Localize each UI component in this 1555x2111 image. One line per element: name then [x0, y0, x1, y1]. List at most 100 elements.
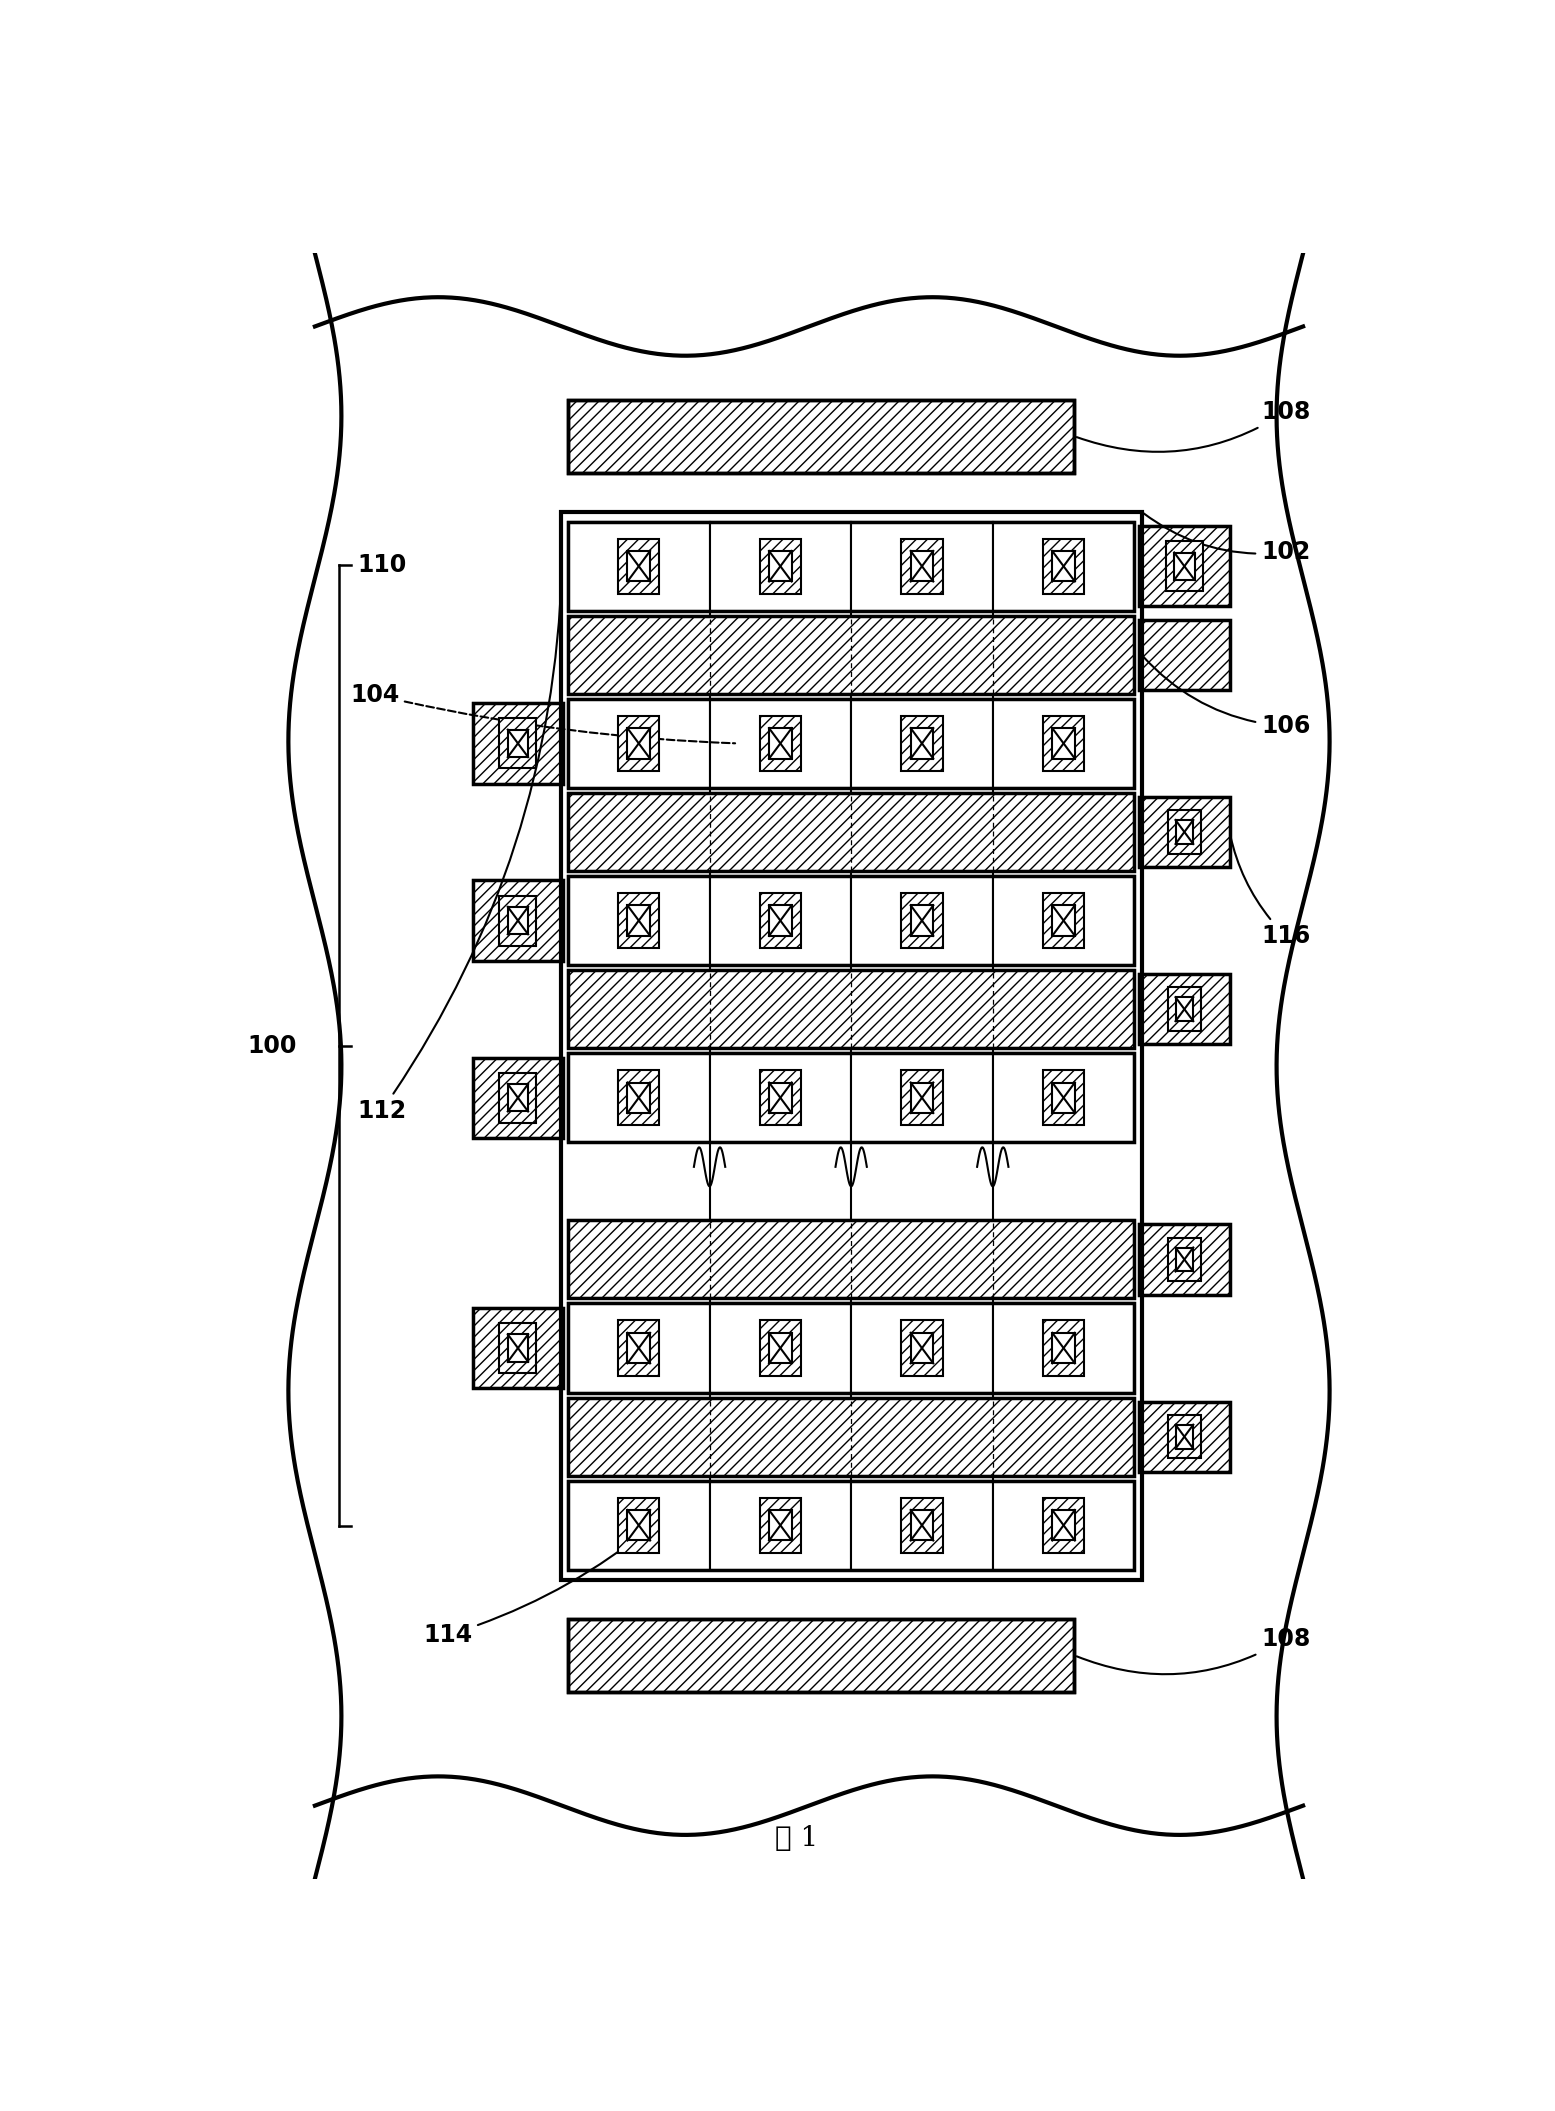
Bar	[902, 893, 942, 948]
Bar	[568, 876, 1134, 965]
Bar	[568, 876, 1134, 965]
Bar	[709, 1480, 851, 1571]
Bar	[499, 895, 536, 946]
Bar	[628, 551, 650, 581]
Text: 108: 108	[1076, 399, 1311, 452]
Bar	[619, 538, 659, 593]
Bar	[911, 1083, 933, 1112]
Bar	[760, 1497, 801, 1554]
Bar	[568, 1397, 1134, 1476]
Bar	[851, 1302, 992, 1393]
Bar	[1140, 621, 1230, 690]
Bar	[619, 893, 659, 948]
Bar	[1053, 906, 1075, 935]
Bar	[568, 971, 1134, 1049]
Text: 110: 110	[358, 553, 406, 576]
Bar	[1168, 1414, 1200, 1459]
Bar	[568, 1480, 1134, 1571]
Bar	[1053, 1083, 1075, 1112]
Bar	[473, 703, 563, 783]
Bar	[1140, 1224, 1230, 1294]
Bar	[568, 1302, 1134, 1393]
Bar	[1168, 988, 1200, 1030]
Bar	[473, 880, 563, 961]
Bar	[1174, 553, 1194, 581]
Bar	[619, 716, 659, 771]
Bar	[473, 1058, 563, 1138]
Text: 图 1: 图 1	[776, 1824, 818, 1851]
Bar	[508, 1334, 529, 1362]
Bar	[1053, 551, 1075, 581]
Bar	[1043, 1070, 1084, 1125]
Bar	[568, 399, 1075, 473]
Bar	[568, 521, 1134, 610]
Bar	[628, 1332, 650, 1364]
Bar	[568, 399, 1075, 473]
Bar	[1176, 819, 1193, 844]
Bar	[568, 699, 709, 787]
Bar	[628, 1509, 650, 1541]
Bar	[1140, 526, 1230, 606]
Bar	[760, 538, 801, 593]
Text: 112: 112	[358, 570, 561, 1123]
Bar	[770, 551, 791, 581]
Bar	[709, 1302, 851, 1393]
Bar	[568, 1053, 1134, 1142]
Text: 106: 106	[1143, 657, 1311, 739]
Bar	[473, 703, 563, 783]
Bar	[568, 794, 1134, 872]
Text: 100: 100	[247, 1034, 297, 1058]
Bar	[760, 1070, 801, 1125]
Text: 102: 102	[1144, 513, 1311, 564]
Bar	[992, 876, 1135, 965]
Bar	[911, 551, 933, 581]
Bar	[568, 699, 1134, 787]
Bar	[709, 1053, 851, 1142]
Bar	[473, 1309, 563, 1389]
Bar	[902, 538, 942, 593]
Bar	[568, 971, 1134, 1049]
Bar	[1176, 996, 1193, 1022]
Bar	[709, 521, 851, 610]
Bar	[1043, 1497, 1084, 1554]
Bar	[902, 1319, 942, 1376]
Bar	[1166, 540, 1204, 591]
Bar	[992, 521, 1135, 610]
Bar	[992, 1480, 1135, 1571]
Bar	[1140, 621, 1230, 690]
Bar	[628, 728, 650, 758]
Bar	[473, 1058, 563, 1138]
Bar	[770, 728, 791, 758]
Bar	[1140, 973, 1230, 1045]
Bar	[628, 1083, 650, 1112]
Bar	[568, 1480, 1134, 1571]
Bar	[499, 718, 536, 768]
Bar	[568, 1220, 1134, 1298]
Bar	[568, 1619, 1075, 1691]
Bar	[508, 730, 529, 758]
Bar	[760, 893, 801, 948]
Bar	[568, 1053, 709, 1142]
Bar	[1053, 1509, 1075, 1541]
Text: 104: 104	[350, 682, 736, 743]
Bar	[851, 1053, 992, 1142]
Bar	[508, 908, 529, 935]
Bar	[851, 876, 992, 965]
Bar	[499, 1324, 536, 1372]
Bar	[619, 1070, 659, 1125]
Bar	[1140, 973, 1230, 1045]
Text: 114: 114	[423, 1526, 652, 1647]
Bar	[568, 699, 1134, 787]
Bar	[911, 728, 933, 758]
Bar	[568, 1302, 709, 1393]
Bar	[1043, 538, 1084, 593]
Bar	[568, 1397, 1134, 1476]
Bar	[1168, 1237, 1200, 1281]
Bar	[1176, 1425, 1193, 1448]
Bar	[770, 1332, 791, 1364]
Bar	[568, 1220, 1134, 1298]
Bar	[508, 1085, 529, 1112]
Bar	[568, 521, 709, 610]
Bar	[1140, 796, 1230, 868]
Text: 108: 108	[1076, 1628, 1311, 1674]
